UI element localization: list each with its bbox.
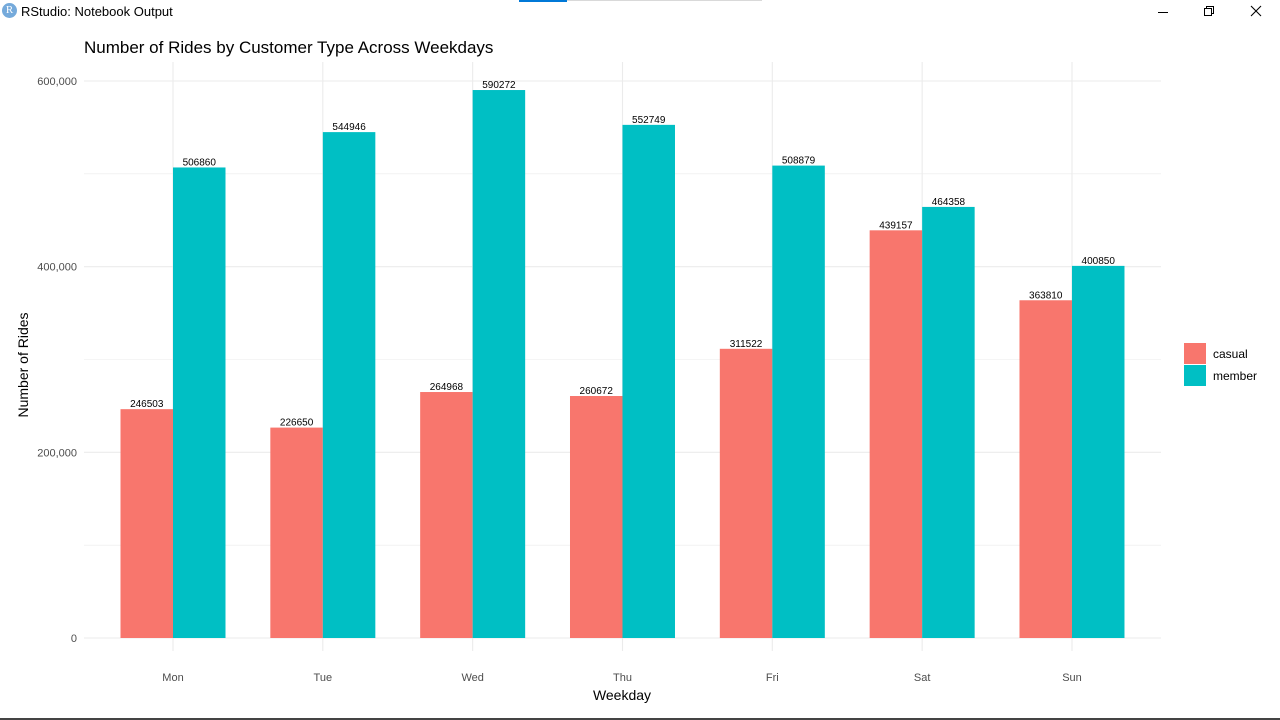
axes: 0 200,000 400,000 600,000 Mon Tue Wed Thu Fri Sat… bbox=[37, 76, 1082, 684]
minimize-icon bbox=[1158, 12, 1168, 13]
bar-casual-fri bbox=[719, 348, 773, 638]
legend-label-casual: casual bbox=[1213, 347, 1248, 361]
bar-label-member-fri: 508879 bbox=[782, 156, 816, 167]
y-axis-title: Number of Rides bbox=[15, 312, 31, 417]
bar-label-member-mon: 506860 bbox=[183, 157, 217, 168]
bar-casual-thu bbox=[569, 396, 623, 638]
x-axis-title: Weekday bbox=[593, 687, 651, 703]
bar-member-fri bbox=[772, 165, 825, 638]
bar-label-member-tue: 544946 bbox=[332, 122, 366, 133]
bar-label-casual-sun: 363810 bbox=[1029, 290, 1063, 301]
title-bar[interactable]: R RStudio: Notebook Output bbox=[0, 0, 1280, 24]
bar-label-casual-sat: 439157 bbox=[879, 220, 913, 231]
bar-label-casual-fri: 311522 bbox=[730, 339, 763, 350]
bar-member-mon bbox=[173, 167, 226, 638]
bar-member-thu bbox=[622, 124, 675, 638]
bar-member-wed bbox=[472, 90, 526, 639]
minimize-button[interactable] bbox=[1140, 0, 1186, 24]
y-tick-label: 400,000 bbox=[37, 262, 77, 274]
y-tick-label: 600,000 bbox=[37, 76, 77, 88]
x-tick-label-tue: Tue bbox=[314, 672, 333, 684]
bar-member-sun bbox=[1071, 265, 1125, 638]
x-tick-label-wed: Wed bbox=[461, 672, 483, 684]
bar-label-member-thu: 552749 bbox=[632, 115, 666, 126]
x-tick-label-sun: Sun bbox=[1062, 672, 1082, 684]
bar-casual-tue bbox=[270, 427, 323, 638]
bar-casual-mon bbox=[120, 409, 173, 638]
legend-label-member: member bbox=[1213, 369, 1257, 383]
loading-indicator bbox=[519, 0, 567, 2]
taskbar-edge bbox=[0, 718, 1280, 720]
bar-casual-wed bbox=[420, 392, 473, 638]
bar-casual-sat bbox=[869, 230, 923, 638]
loading-track bbox=[567, 0, 762, 1]
bar-label-member-sun: 400850 bbox=[1082, 256, 1116, 267]
restore-button[interactable] bbox=[1186, 0, 1232, 24]
bar-label-casual-tue: 226650 bbox=[280, 418, 314, 429]
bar-label-member-sat: 464358 bbox=[932, 197, 966, 208]
x-tick-label-sat: Sat bbox=[914, 672, 931, 684]
x-tick-label-fri: Fri bbox=[766, 672, 779, 684]
x-tick-label-mon: Mon bbox=[162, 672, 183, 684]
bar-label-casual-wed: 264968 bbox=[430, 382, 464, 393]
legend: casual member bbox=[1184, 343, 1257, 386]
close-button[interactable] bbox=[1232, 0, 1278, 24]
y-tick-label: 200,000 bbox=[37, 447, 77, 459]
x-tick-label-thu: Thu bbox=[613, 672, 632, 684]
chart-title: Number of Rides by Customer Type Across … bbox=[84, 38, 493, 57]
y-tick-label: 0 bbox=[71, 633, 77, 645]
bar-label-casual-thu: 260672 bbox=[580, 386, 614, 397]
bar-label-casual-mon: 246503 bbox=[130, 399, 164, 410]
window-title: RStudio: Notebook Output bbox=[21, 4, 173, 19]
close-icon bbox=[1250, 5, 1262, 17]
legend-key-casual bbox=[1184, 343, 1206, 364]
restore-icon bbox=[1204, 6, 1214, 16]
bar-labels: 246503 226650 264968 260672 311522 439157 3638… bbox=[130, 80, 1115, 429]
bar-member-tue bbox=[322, 132, 376, 638]
bar-label-member-wed: 590272 bbox=[482, 80, 516, 91]
rides-bar-chart: 246503 226650 264968 260672 311522 439157 3638… bbox=[15, 38, 1257, 703]
legend-key-member bbox=[1184, 365, 1206, 386]
bar-member-sat bbox=[922, 206, 975, 638]
bar-casual-sun bbox=[1019, 300, 1072, 638]
bars bbox=[120, 90, 1125, 639]
rstudio-icon: R bbox=[2, 3, 17, 18]
